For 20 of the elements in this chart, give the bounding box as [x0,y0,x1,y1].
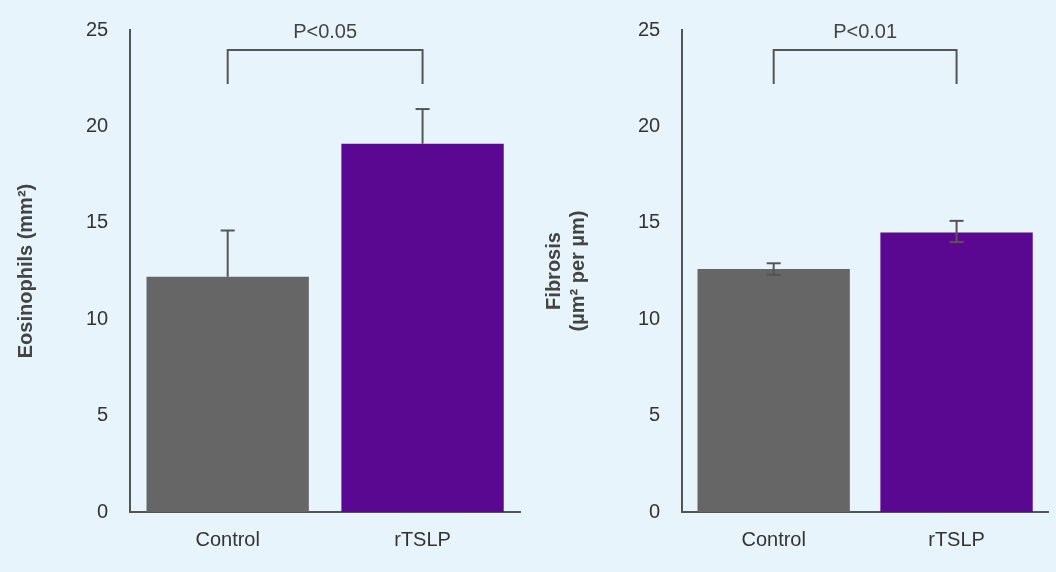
x-tick-label: Control [741,527,806,550]
y-tick-label: 15 [86,210,109,233]
x-tick-label: rTSLP [928,527,985,550]
y-tick-label: 5 [97,403,109,426]
y-tick-label: 10 [86,306,109,329]
y-tick-label: 5 [649,403,661,426]
y-tick-label: 25 [86,17,109,40]
y-tick-label: 15 [638,210,661,233]
y-tick-label: 20 [86,113,109,136]
annotation: P<0.01 [833,19,898,42]
y-tick-label: 0 [97,499,109,522]
y-axis-title: Eosinophils (mm²) [13,183,36,359]
y-tick-label: 10 [638,306,661,329]
y-tick-label: 0 [649,499,661,522]
y-tick-label: 25 [638,17,661,40]
y-axis-title: Fibrosis (µm² per µm) [541,210,588,332]
x-tick-label: rTSLP [394,527,451,550]
x-tick-label: Control [195,527,260,550]
annotation: P<0.05 [293,19,358,42]
y-tick-label: 20 [638,113,661,136]
